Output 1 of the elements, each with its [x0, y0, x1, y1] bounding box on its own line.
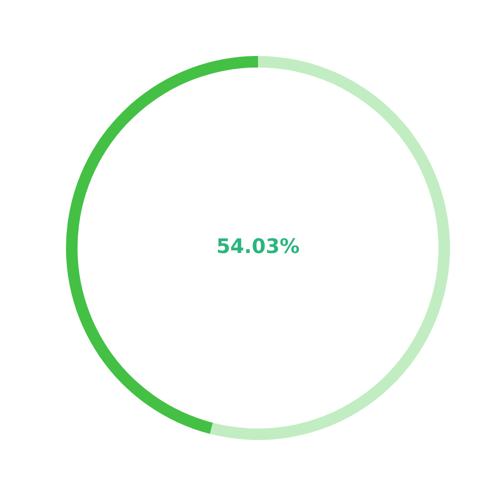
text: 54.03%: [216, 234, 300, 258]
